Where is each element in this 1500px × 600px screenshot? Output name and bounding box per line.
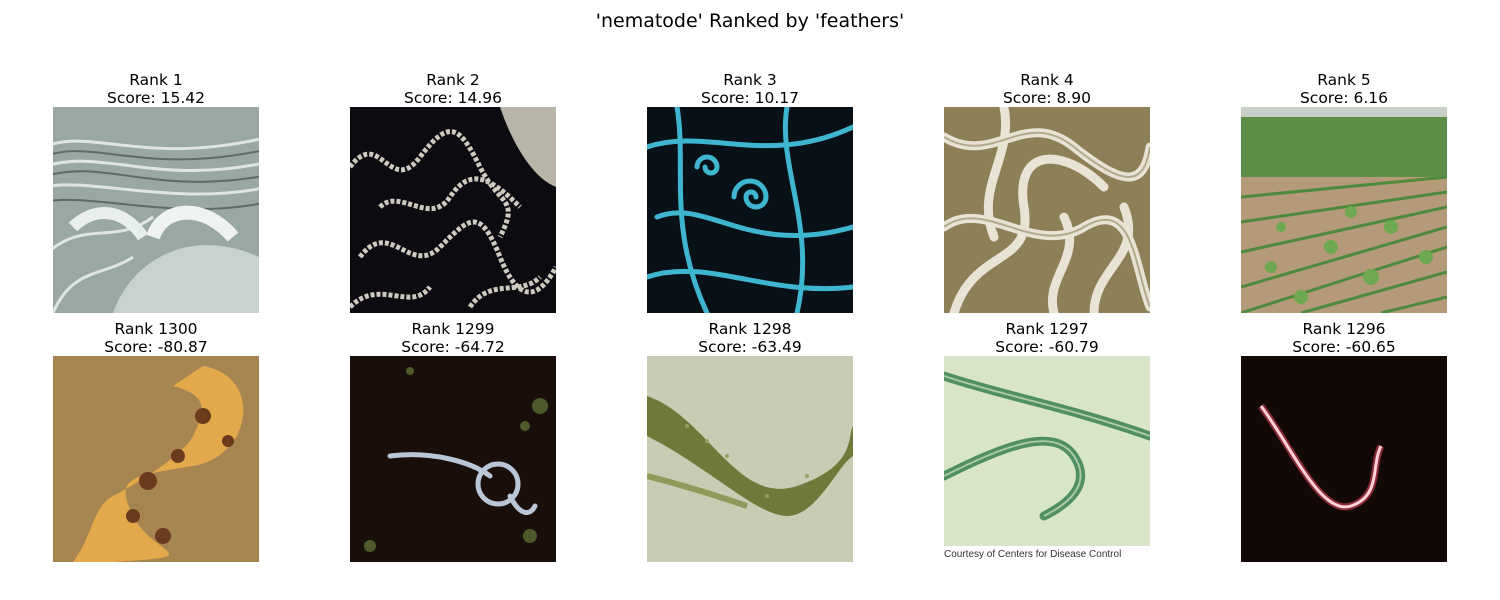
coiled-nematode-icon (350, 356, 556, 562)
nematodes-on-dark-background-icon (350, 107, 556, 313)
panel-score-label: Score: 10.17 (701, 89, 799, 107)
panel-rank-label: Rank 5 (1317, 71, 1371, 89)
panel-rank-5: Rank 5 Score: 6.16 (1241, 71, 1447, 313)
panel-rank-label: Rank 1298 (708, 320, 792, 338)
panel-rank-label: Rank 3 (723, 71, 777, 89)
figure-title: 'nematode' Ranked by 'feathers' (595, 10, 905, 32)
nematode-sem-micrograph-icon (53, 107, 259, 313)
panel-rank-1297: Rank 1297 Score: -60.79 Courtesy of Cent… (944, 320, 1150, 562)
panel-score-label: Score: 6.16 (1299, 89, 1389, 107)
panel-rank-label: Rank 1 (129, 71, 183, 89)
tangled-white-worms-icon (944, 107, 1150, 313)
orange-worm-icon (53, 356, 259, 562)
panel-rank-label: Rank 1299 (411, 320, 495, 338)
corn-field-icon (1241, 107, 1447, 313)
panel-score-label: Score: 14.96 (404, 89, 502, 107)
panel-rank-3: Rank 3 Score: 10.17 (647, 71, 853, 313)
panel-rank-4: Rank 4 Score: 8.90 (944, 71, 1150, 313)
panel-rank-label: Rank 2 (426, 71, 480, 89)
panel-rank-label: Rank 4 (1020, 71, 1074, 89)
panel-score-label: Score: -60.79 (995, 338, 1099, 356)
panel-score-label: Score: 8.90 (1002, 89, 1092, 107)
cdc-watermark: Courtesy of Centers for Disease Control (944, 549, 1122, 560)
panel-score-label: Score: 15.42 (107, 89, 205, 107)
panel-rank-1298: Rank 1298 Score: -63.49 (647, 320, 853, 562)
green-nematodes-cdc-icon: Courtesy of Centers for Disease Control (944, 356, 1150, 562)
panel-rank-1: Rank 1 Score: 15.42 (53, 71, 259, 313)
panel-rank-2: Rank 2 Score: 14.96 (350, 71, 556, 313)
panel-rank-label: Rank 1297 (1005, 320, 1089, 338)
blue-nematodes-icon (647, 107, 853, 313)
panel-rank-1296: Rank 1296 Score: -60.65 (1241, 320, 1447, 562)
pink-worm-dark-background-icon (1241, 356, 1447, 562)
panel-rank-1299: Rank 1299 Score: -64.72 (350, 320, 556, 562)
green-nematode-microscopy-icon (647, 356, 853, 562)
panel-score-label: Score: -63.49 (698, 338, 802, 356)
panel-rank-1300: Rank 1300 Score: -80.87 (53, 320, 259, 562)
panel-score-label: Score: -80.87 (104, 338, 208, 356)
panel-score-label: Score: -64.72 (401, 338, 505, 356)
panel-rank-label: Rank 1300 (114, 320, 198, 338)
panel-score-label: Score: -60.65 (1292, 338, 1396, 356)
panel-rank-label: Rank 1296 (1302, 320, 1386, 338)
